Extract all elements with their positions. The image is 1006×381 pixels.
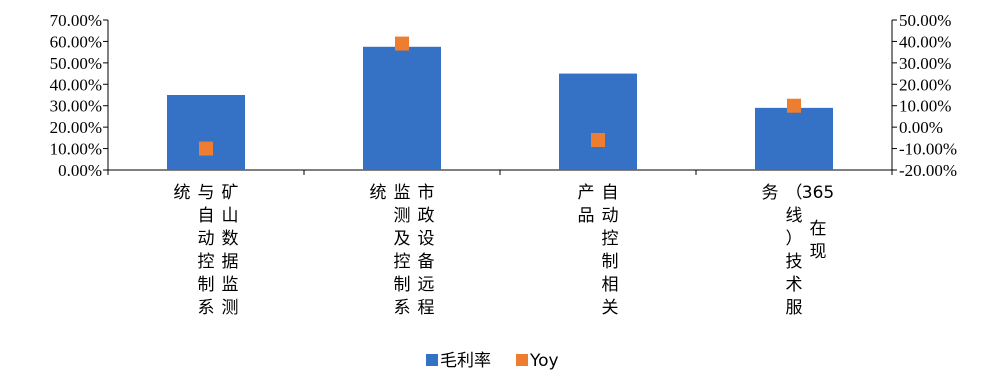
yoy-marker [199, 141, 213, 156]
legend-label: 毛利率 [440, 351, 491, 371]
legend-swatch [426, 354, 438, 366]
category-label-line: 监测及控制系 [394, 183, 411, 318]
category-label-line: 矿山数据监测 [222, 183, 239, 318]
yoy-marker [787, 98, 801, 113]
bar [167, 95, 245, 170]
right-tick-label: 50.00% [899, 11, 951, 30]
category-label-line: 市政设备远程 [418, 183, 435, 318]
right-tick-label: -10.00% [899, 140, 957, 159]
category-label-line: 统 [370, 183, 387, 203]
category-label-line: 务 [762, 183, 779, 203]
right-tick-label: 10.00% [899, 97, 951, 116]
bar [363, 46, 441, 170]
left-tick-label: 60.00% [50, 32, 102, 51]
legend-swatch [516, 354, 528, 366]
category-label-line: 产品 [578, 183, 595, 226]
yoy-series [199, 36, 801, 156]
right-tick-label: 40.00% [899, 32, 951, 51]
legend: 毛利率 Yoy [426, 351, 559, 371]
right-tick-label: 30.00% [899, 54, 951, 73]
right-tick-label: 0.00% [899, 118, 943, 137]
category-label-line: 统 [174, 183, 191, 203]
bar-series [167, 46, 833, 170]
yoy-marker [395, 36, 409, 51]
left-tick-label: 10.00% [50, 140, 102, 159]
right-tick-label: 20.00% [899, 75, 951, 94]
bar [559, 73, 637, 170]
right-axis: 50.00% 40.00% 30.00% 20.00% 10.00% 0.00% -10.0… [891, 11, 957, 180]
bar [755, 107, 833, 170]
left-tick-label: 0.00% [58, 161, 102, 180]
left-tick-label: 20.00% [50, 118, 102, 137]
category-label-line: 365 在现 [802, 183, 834, 262]
left-tick-label: 30.00% [50, 97, 102, 116]
yoy-marker [591, 133, 605, 147]
legend-label: Yoy [529, 351, 559, 371]
category-label-line: 与自动控制系 [198, 183, 215, 318]
right-tick-label: -20.00% [899, 161, 957, 180]
category-label-line: 自动控制相关 [602, 183, 619, 318]
left-axis: 70.00% 60.00% 50.00% 40.00% 30.00% 20.00% 10.0… [50, 11, 893, 180]
category-label-line: （线）技术服 [786, 183, 803, 318]
left-tick-label: 50.00% [50, 54, 102, 73]
left-tick-label: 70.00% [50, 11, 102, 30]
left-tick-label: 40.00% [50, 75, 102, 94]
